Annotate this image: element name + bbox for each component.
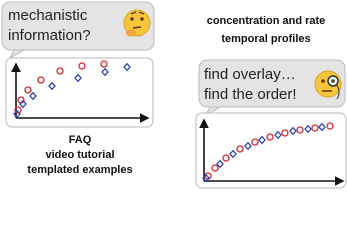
circle-point — [222, 154, 230, 162]
diamond-point — [274, 130, 282, 140]
thinking-emoji — [123, 9, 151, 37]
right-plot — [195, 112, 347, 189]
diamond-point — [289, 126, 297, 136]
diamond-point — [48, 81, 56, 91]
page: mechanistic information? FAQ video tutor… — [0, 0, 347, 189]
diamond-point — [216, 159, 224, 169]
left-plot — [5, 57, 154, 128]
diamond-point — [304, 124, 312, 134]
diamond-point — [29, 91, 37, 101]
circle-point — [14, 106, 22, 114]
circle-point — [37, 76, 45, 84]
circle-point — [326, 122, 334, 130]
circle-point — [281, 129, 289, 137]
diamond-point — [258, 135, 266, 145]
caption: FAQ — [69, 134, 92, 146]
circle-point — [211, 164, 219, 172]
circle-point — [251, 138, 259, 146]
heading: concentration and rate — [207, 15, 326, 27]
bubble-shape — [1, 1, 155, 51]
bubble-text: find the order! — [204, 86, 297, 103]
circle-point — [24, 86, 32, 94]
left-bubble: mechanistic information? — [1, 1, 155, 60]
circle-point — [236, 145, 244, 153]
caption: templated examples — [27, 164, 132, 176]
right-bubble: find overlay… find the order! — [198, 59, 346, 117]
bubble-text: information? — [8, 27, 91, 44]
circle-point — [78, 62, 86, 70]
illustration: mechanistic information? FAQ video tutor… — [1, 1, 347, 189]
diamond-point — [19, 99, 27, 109]
heading: temporal profiles — [221, 33, 310, 45]
monocle-emoji — [314, 70, 342, 100]
caption: video tutorial — [45, 149, 114, 161]
diamond-point — [229, 149, 237, 159]
diamond-point — [123, 62, 131, 72]
bubble-text: find overlay… — [204, 66, 296, 83]
circle-point — [266, 133, 274, 141]
bubble-tail — [8, 49, 26, 60]
diamond-point — [13, 109, 21, 119]
plot-frame — [5, 57, 154, 128]
bubble-shape — [198, 59, 346, 108]
diamond-point — [202, 173, 210, 183]
diamond-point — [318, 122, 326, 132]
circle-point — [100, 60, 108, 68]
points — [202, 122, 334, 183]
circle-point — [56, 67, 64, 75]
diamond-point — [244, 141, 252, 151]
points — [13, 60, 131, 119]
plot-frame — [195, 112, 347, 189]
diamond-point — [74, 73, 82, 83]
bubble-text: mechanistic — [8, 7, 88, 24]
circle-point — [311, 124, 319, 132]
diamond-point — [101, 67, 109, 77]
circle-point — [296, 126, 304, 134]
